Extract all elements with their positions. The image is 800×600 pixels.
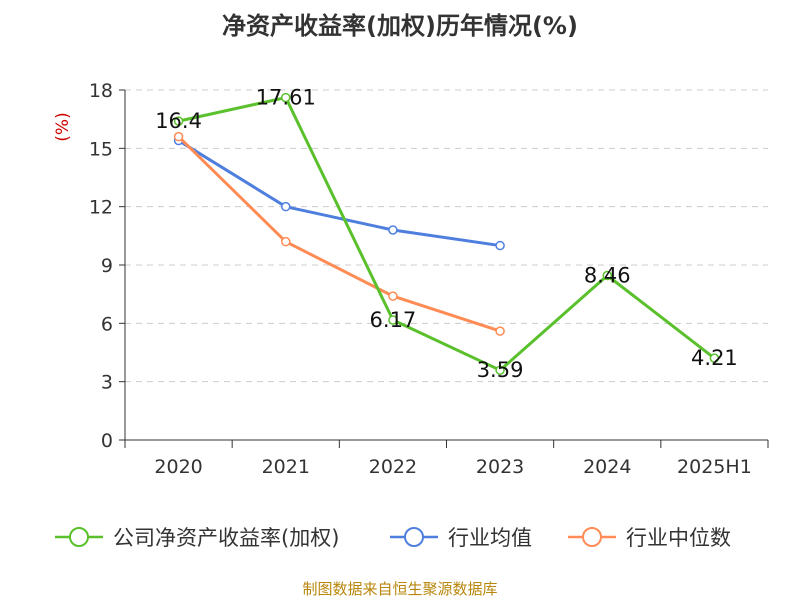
x-tick-label: 2022 [369, 456, 417, 478]
series-line [178, 96, 716, 372]
data-point [602, 270, 612, 281]
y-tick-label: 3 [101, 372, 113, 394]
data-point [495, 365, 505, 375]
y-tick-label: 15 [89, 138, 113, 160]
legend-label: 行业中位数 [626, 526, 731, 550]
x-tick-label: 2024 [583, 456, 631, 478]
legend-marker [582, 527, 602, 547]
legend-label: 公司净资产收益率(加权) [113, 526, 339, 550]
data-label: 16.4 [155, 109, 202, 133]
y-axis-label: (%) [53, 112, 73, 141]
data-label: 4.21 [691, 346, 738, 370]
series-line [177, 135, 501, 333]
data-point [388, 315, 398, 325]
y-tick-label: 12 [89, 197, 113, 219]
data-point [709, 353, 720, 363]
chart-title: 净资产收益率(加权)历年情况(%) [222, 12, 578, 40]
x-tick-label: 2021 [262, 456, 310, 478]
data-label: 6.17 [370, 308, 417, 332]
data-point [388, 291, 398, 301]
data-point [281, 201, 291, 212]
y-tick-label: 0 [101, 430, 113, 452]
y-tick-label: 18 [89, 80, 113, 102]
x-tick-label: 2023 [476, 456, 524, 478]
data-label: 3.59 [477, 358, 524, 382]
legend-marker [69, 527, 89, 547]
data-source-note: 制图数据来自恒生聚源数据库 [302, 580, 498, 598]
data-point [495, 240, 505, 251]
y-tick-label: 9 [101, 255, 113, 277]
y-tick-label: 6 [101, 313, 113, 335]
data-point [173, 131, 184, 142]
data-point [281, 236, 291, 247]
data-point [495, 326, 505, 336]
data-label: 8.46 [584, 264, 631, 288]
x-tick-label: 2025H1 [677, 456, 752, 478]
legend-label: 行业均值 [448, 526, 532, 550]
data-point [388, 225, 398, 235]
series-line [177, 139, 501, 248]
x-tick-label: 2020 [154, 456, 202, 478]
legend-marker [404, 527, 424, 547]
data-label: 17.61 [256, 86, 316, 110]
data-point [173, 116, 184, 126]
data-point [281, 92, 291, 103]
